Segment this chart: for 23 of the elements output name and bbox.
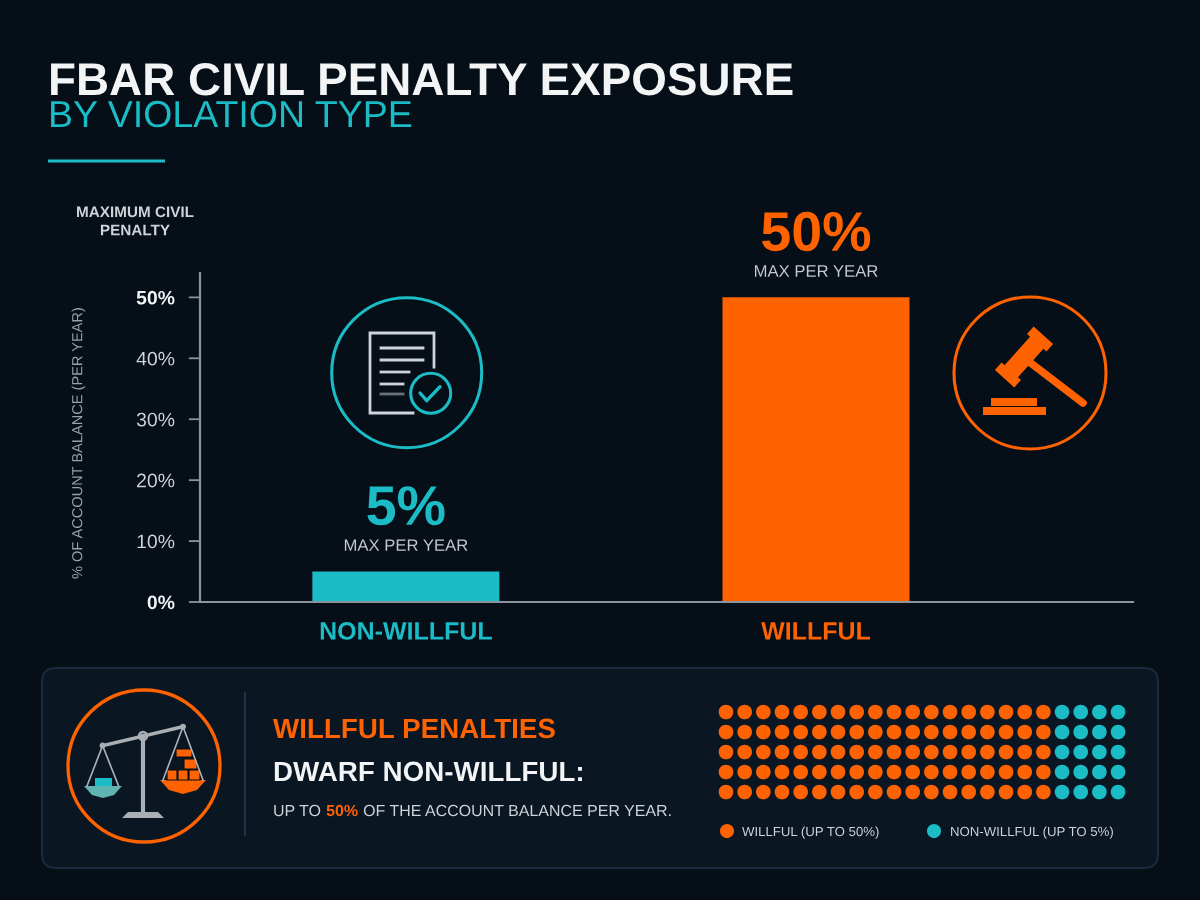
y-tick-label: 40% — [136, 351, 175, 366]
y-tick-label: 10% — [137, 534, 175, 549]
y-tick-label: 30% — [136, 412, 175, 427]
text: UP TO — [274, 804, 321, 817]
text: WILLFUL (UP TO 50%) — [742, 826, 879, 839]
y-axis-title: % OF ACCOUNT BALANCE (PER YEAR) — [71, 308, 86, 579]
data-label: 5% — [367, 486, 445, 526]
text: WILLFUL PENALTIES — [273, 718, 555, 739]
y-tick-label: 20% — [137, 473, 175, 488]
x-tick-label: WILLFUL — [761, 622, 871, 640]
text: OF THE ACCOUNT BALANCE PER YEAR. — [363, 804, 671, 817]
annotation: MAX PER YEAR — [344, 539, 468, 551]
text: NON-WILLFUL (UP TO 5%) — [951, 826, 1113, 839]
chart-title: FBAR CIVIL PENALTY EXPOSURE — [51, 63, 793, 96]
text: MAXIMUM CIVIL PENALTY — [77, 206, 194, 236]
text: 50% — [326, 804, 358, 817]
chart-subtitle: BY VIOLATION TYPE — [51, 100, 412, 128]
y-tick-label: 0% — [147, 595, 175, 610]
annotation: MAX PER YEAR — [754, 265, 878, 277]
y-tick-label: 50% — [136, 290, 175, 305]
text: DWARF NON-WILLFUL: — [274, 761, 582, 782]
data-label: 50% — [762, 211, 871, 252]
x-tick-label: NON-WILLFUL — [320, 622, 492, 640]
